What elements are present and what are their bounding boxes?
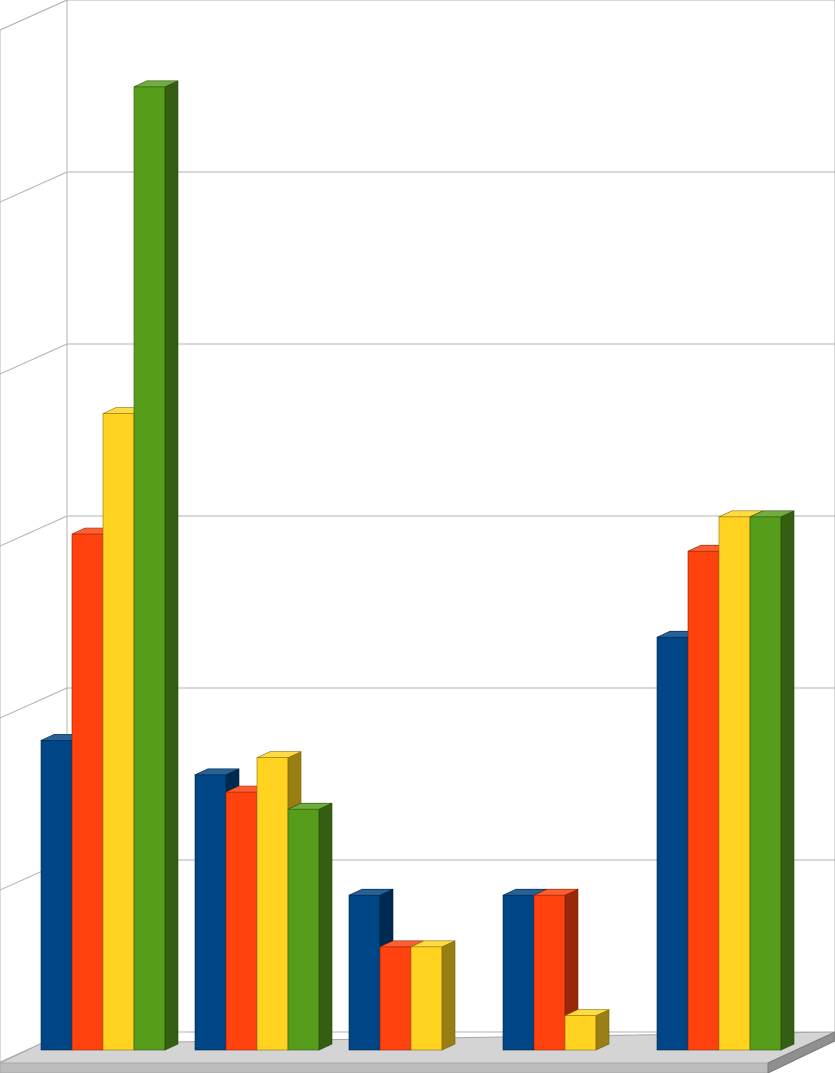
bar-front bbox=[256, 757, 289, 1051]
bar-side bbox=[441, 940, 456, 1051]
bar-top bbox=[410, 940, 456, 948]
bar-front bbox=[502, 894, 535, 1051]
bar-top bbox=[194, 768, 240, 776]
bar bbox=[564, 1009, 610, 1051]
bars-layer bbox=[40, 80, 795, 1051]
bar-front bbox=[687, 550, 720, 1051]
bar-front bbox=[533, 894, 566, 1051]
chart-floor bbox=[0, 1031, 835, 1073]
bar-top bbox=[256, 751, 302, 758]
gridline-side bbox=[0, 515, 68, 547]
bar-front bbox=[718, 516, 751, 1051]
bar-top bbox=[133, 80, 179, 88]
bar-front bbox=[102, 413, 135, 1051]
bar bbox=[133, 80, 179, 1051]
bar-front bbox=[410, 946, 443, 1051]
bar-front bbox=[71, 533, 104, 1051]
bar-front bbox=[225, 791, 258, 1051]
bar-top bbox=[533, 888, 579, 896]
bar bbox=[287, 802, 333, 1051]
bar-front bbox=[287, 808, 320, 1051]
bar-side bbox=[595, 1009, 610, 1051]
bar-front bbox=[564, 1015, 597, 1051]
bar-front bbox=[348, 894, 381, 1051]
gridline-side bbox=[0, 343, 68, 375]
bar-front bbox=[133, 86, 166, 1051]
bar-top bbox=[749, 510, 795, 518]
bar-front bbox=[379, 946, 412, 1051]
bar-front bbox=[656, 636, 689, 1051]
floor-front bbox=[0, 1062, 769, 1073]
bar-top bbox=[287, 802, 333, 810]
gridline-side bbox=[0, 171, 68, 203]
bar-front bbox=[40, 740, 73, 1051]
bar bbox=[533, 888, 579, 1051]
bar-side bbox=[318, 802, 333, 1051]
bar bbox=[749, 510, 795, 1051]
gridline-side bbox=[0, 687, 68, 719]
gridline-side bbox=[0, 0, 68, 31]
bar-front bbox=[194, 774, 227, 1051]
bar-side bbox=[164, 80, 179, 1051]
bar-front bbox=[749, 516, 782, 1051]
bar-top bbox=[348, 888, 394, 896]
bar-side bbox=[780, 510, 795, 1051]
floor-side bbox=[767, 1031, 835, 1073]
bar-top bbox=[564, 1009, 610, 1016]
bar bbox=[410, 940, 456, 1051]
